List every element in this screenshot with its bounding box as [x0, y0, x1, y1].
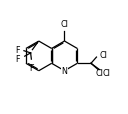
- Text: Cl: Cl: [102, 68, 110, 77]
- Text: N: N: [62, 67, 67, 76]
- Text: Cl: Cl: [99, 51, 107, 59]
- Text: Cl: Cl: [61, 20, 68, 29]
- Text: F: F: [29, 64, 34, 73]
- Text: F: F: [15, 46, 19, 55]
- Text: Cl: Cl: [95, 68, 103, 77]
- Text: F: F: [16, 55, 20, 64]
